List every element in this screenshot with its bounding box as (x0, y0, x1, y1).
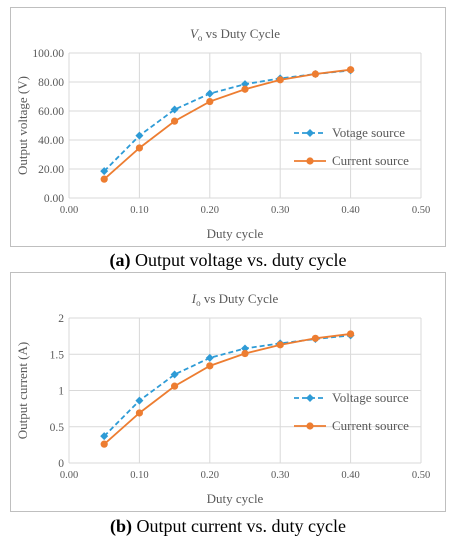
y-tick-label: 20.00 (38, 164, 64, 176)
voltage-source-line (103, 334, 351, 437)
caption-voltage: (a) Output voltage vs. duty cycle (109, 250, 347, 270)
y-tick-label: 100.00 (32, 48, 64, 60)
current-source-point (241, 349, 249, 358)
voltage-source-point (170, 370, 179, 379)
voltage-chart: Vo vs Duty Cycle 0.00 0.10 0.20 0.30 0.40 0.50… (15, 26, 430, 241)
current-source-point (276, 341, 284, 349)
current-source-point (241, 85, 249, 93)
chart-title: Vo vs Duty Cycle (190, 26, 280, 43)
y-tick-label: 2 (58, 313, 64, 325)
current-source-point (206, 97, 214, 106)
x-tick-label: 0.40 (341, 470, 359, 481)
current-source-legend-marker (306, 157, 314, 165)
y-tick-label: 80.00 (38, 77, 64, 89)
x-axis-label: Duty cycle (207, 226, 264, 241)
chart-title: Io vs Duty Cycle (191, 291, 279, 308)
voltage-source-point (241, 80, 249, 89)
current-source-point (276, 76, 284, 84)
x-tick-label: 0.50 (412, 205, 430, 216)
current-source-line (103, 68, 351, 180)
y-tick-label: 40.00 (38, 135, 64, 147)
voltage-source-point (205, 353, 214, 362)
voltage-source-point (100, 167, 109, 176)
y-tick-label: 1.5 (50, 349, 65, 361)
x-axis-label: Duty cycle (207, 491, 264, 506)
x-tick-label: 0.10 (130, 470, 148, 481)
voltage-source-legend-label: Votage source (332, 125, 405, 140)
y-axis-label: Output voltage (V) (15, 76, 30, 175)
voltage-source-point (135, 396, 144, 405)
x-tick-label: 0.30 (271, 205, 289, 216)
current-source-legend-marker (306, 422, 314, 430)
voltage-source-point (135, 131, 144, 140)
y-tick-label: 0.00 (44, 193, 64, 205)
voltage-source-legend-label: Voltage source (332, 390, 409, 405)
current-source-point (135, 409, 143, 417)
y-tick-label: 60.00 (38, 106, 64, 118)
y-axis-label: Output current (A) (15, 342, 30, 439)
current-source-point (100, 175, 108, 183)
voltage-source-point (170, 105, 179, 114)
current-source-legend-label: Current source (332, 418, 409, 433)
x-tick-label: 0.10 (130, 205, 148, 216)
voltage-source-line (103, 69, 351, 172)
current-source-point (135, 144, 143, 152)
y-tick-label: 0.5 (50, 422, 65, 434)
y-tick-label: 0 (58, 458, 64, 470)
y-tick-label: 1 (58, 386, 64, 398)
caption-current: (b) Output current vs. duty cycle (110, 516, 346, 536)
x-tick-label: 0.20 (201, 205, 219, 216)
current-source-point (311, 334, 319, 342)
current-source-point (347, 66, 355, 74)
voltage-source-point (241, 344, 249, 353)
x-tick-label: 0.30 (271, 470, 289, 481)
voltage-source-legend-marker (306, 394, 314, 402)
voltage-source-point (100, 432, 109, 441)
current-source-point (347, 330, 355, 338)
current-source-point (206, 362, 214, 370)
current-source-point (311, 70, 319, 78)
current-source-legend-label: Current source (332, 153, 409, 168)
current-source-point (100, 440, 108, 448)
x-tick-label: 0.40 (341, 205, 359, 216)
current-source-line (103, 333, 351, 445)
voltage-source-point (205, 89, 214, 98)
current-source-point (171, 382, 179, 390)
x-tick-label: 0.00 (60, 470, 78, 481)
chart-panel-voltage: Vo vs Duty Cycle 0.00 0.10 0.20 0.30 0.40 0.50… (10, 7, 446, 247)
x-tick-label: 0.00 (60, 205, 78, 216)
x-tick-label: 0.50 (412, 470, 430, 481)
x-tick-label: 0.20 (201, 470, 219, 481)
chart-panel-current: Io vs Duty Cycle 0.00 0.10 0.20 0.30 0.40 0.50… (10, 272, 446, 512)
voltage-source-legend-marker (306, 129, 314, 137)
current-source-point (171, 117, 179, 125)
